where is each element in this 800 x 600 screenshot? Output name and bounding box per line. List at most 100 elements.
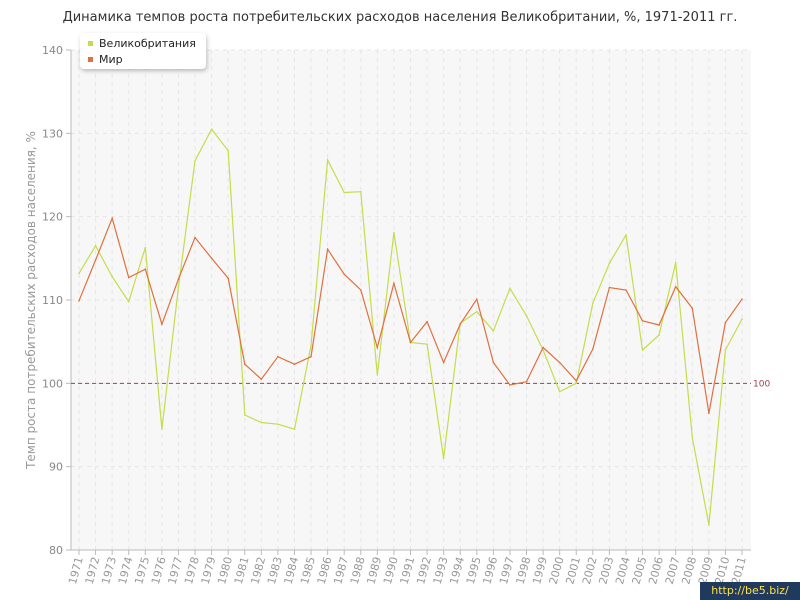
legend-swatch-world: [88, 56, 93, 62]
data-point-uk: [194, 160, 196, 162]
data-point-uk: [111, 275, 113, 278]
data-point-uk: [708, 524, 710, 526]
data-point-uk: [558, 390, 561, 393]
data-point-world: [210, 257, 213, 260]
data-point-world: [691, 307, 694, 310]
data-point-world: [625, 289, 627, 291]
data-point-uk: [592, 302, 594, 305]
data-point-world: [459, 323, 462, 325]
data-point-uk: [641, 349, 644, 351]
data-point-world: [393, 282, 395, 285]
data-point-world: [343, 273, 346, 275]
legend-swatch-uk: [88, 40, 93, 46]
y-tick-label: 110: [42, 294, 63, 307]
data-point-world: [144, 268, 147, 270]
y-tick-label: 90: [49, 461, 63, 474]
legend: Великобритания Мир: [80, 33, 206, 69]
y-tick-label: 120: [42, 211, 63, 224]
data-point-uk: [476, 310, 478, 313]
data-point-uk: [492, 330, 495, 332]
data-point-world: [310, 355, 312, 358]
data-point-uk: [724, 349, 727, 351]
reference-line-label: 100: [753, 379, 770, 389]
data-point-world: [492, 361, 495, 364]
data-point-world: [608, 286, 611, 289]
data-point-uk: [277, 423, 279, 425]
data-point-uk: [161, 428, 163, 430]
data-point-world: [376, 346, 379, 349]
y-axis-ticks: 80 90 100 110 120 130 140: [42, 44, 71, 557]
x-axis-ticks: 1971197219731974197519761977197819791980…: [66, 550, 749, 586]
data-point-uk: [359, 190, 362, 193]
data-point-uk: [144, 246, 147, 249]
data-point-world: [293, 363, 296, 365]
data-point-uk: [625, 234, 627, 236]
data-point-uk: [575, 382, 578, 385]
y-tick-label: 100: [42, 377, 63, 390]
reference-line-group: 100: [71, 379, 770, 389]
data-point-world: [260, 378, 263, 380]
y-tick-label: 140: [42, 44, 63, 57]
data-point-uk: [343, 191, 346, 194]
data-point-uk: [243, 414, 246, 416]
data-point-world: [558, 361, 561, 364]
data-point-world: [359, 289, 362, 291]
data-point-uk: [94, 245, 97, 247]
data-point-world: [94, 259, 97, 261]
y-axis-label: Темп роста потребительских расходов насе…: [24, 131, 38, 470]
data-point-world: [194, 236, 196, 239]
data-point-world: [525, 380, 528, 383]
data-point-world: [442, 361, 445, 364]
data-point-uk: [376, 374, 379, 376]
data-point-world: [111, 217, 113, 220]
data-point-world: [708, 412, 710, 415]
data-point-world: [741, 298, 743, 300]
data-point-world: [326, 248, 329, 250]
data-point-world: [674, 285, 677, 288]
legend-label-uk: Великобритания: [99, 37, 196, 50]
y-tick-label: 130: [42, 127, 63, 140]
data-point-uk: [393, 231, 395, 234]
data-point-uk: [608, 262, 611, 265]
data-point-uk: [310, 345, 312, 347]
data-point-uk: [674, 261, 677, 264]
data-point-world: [724, 321, 727, 324]
data-point-world: [592, 348, 594, 350]
data-point-world: [161, 323, 163, 325]
data-point-world: [509, 384, 511, 386]
data-point-uk: [442, 457, 445, 460]
data-point-world: [277, 355, 279, 358]
data-point-uk: [509, 287, 511, 290]
data-point-uk: [177, 286, 180, 289]
legend-item-uk: Великобритания: [88, 37, 196, 50]
data-point-world: [409, 341, 412, 344]
data-point-world: [426, 320, 428, 323]
series-lines: [78, 128, 743, 526]
data-point-uk: [260, 421, 263, 424]
data-point-world: [658, 324, 660, 326]
data-point-world: [641, 320, 644, 322]
data-point-world: [78, 300, 80, 302]
data-point-uk: [127, 300, 130, 303]
legend-label-world: Мир: [99, 53, 123, 66]
data-point-world: [127, 276, 130, 279]
data-point-uk: [326, 159, 329, 161]
data-point-uk: [227, 150, 229, 152]
data-point-world: [227, 277, 229, 280]
data-point-uk: [741, 318, 743, 320]
data-point-uk: [293, 428, 296, 430]
data-point-world: [542, 346, 544, 349]
watermark[interactable]: http://be5.biz/: [700, 582, 800, 600]
data-point-world: [575, 380, 578, 382]
legend-item-world: Мир: [88, 53, 123, 66]
data-point-world: [177, 278, 180, 280]
data-point-uk: [210, 128, 213, 130]
y-tick-label: 80: [49, 544, 63, 557]
data-point-uk: [525, 315, 528, 317]
chart-title: Динамика темпов роста потребительских ра…: [62, 10, 738, 25]
data-point-uk: [658, 334, 660, 336]
data-point-world: [476, 298, 478, 300]
data-point-uk: [78, 272, 80, 275]
data-point-uk: [691, 436, 694, 439]
